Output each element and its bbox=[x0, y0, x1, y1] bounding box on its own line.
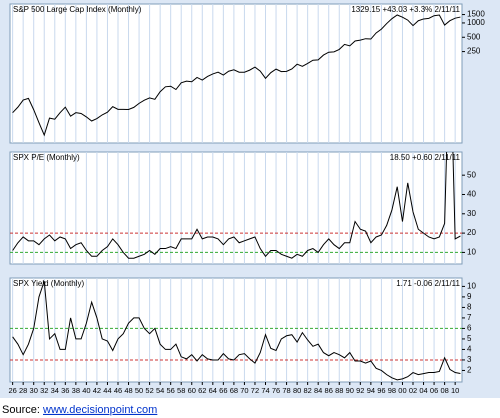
x-tick-label: 82 bbox=[303, 386, 311, 395]
x-tick-label: 88 bbox=[335, 386, 343, 395]
y-tick-label: 20 bbox=[467, 228, 476, 237]
x-tick-label: 56 bbox=[167, 386, 175, 395]
x-tick-label: 66 bbox=[219, 386, 227, 395]
x-tick-label: 94 bbox=[367, 386, 375, 395]
x-tick-label: 30 bbox=[30, 386, 38, 395]
x-tick-label: 80 bbox=[293, 386, 301, 395]
y-tick-label: 3 bbox=[467, 355, 472, 364]
y-tick-label: 500 bbox=[467, 32, 481, 41]
x-tick-label: 42 bbox=[93, 386, 101, 395]
panel-title: S&P 500 Large Cap Index (Monthly) bbox=[13, 5, 142, 14]
x-tick-label: 40 bbox=[82, 386, 90, 395]
x-tick-label: 58 bbox=[177, 386, 185, 395]
x-tick-label: 52 bbox=[145, 386, 153, 395]
source-link[interactable]: www.decisionpoint.com bbox=[42, 404, 157, 416]
panel-annotation: 18.50 +0.60 2/11/11 bbox=[390, 153, 461, 162]
source-label: Source: bbox=[2, 404, 40, 416]
x-tick-label: 04 bbox=[419, 386, 427, 395]
x-tick-label: 46 bbox=[114, 386, 122, 395]
x-tick-label: 36 bbox=[61, 386, 69, 395]
price-line bbox=[12, 152, 461, 259]
x-tick-label: 78 bbox=[282, 386, 290, 395]
x-tick-label: 84 bbox=[314, 386, 322, 395]
x-tick-label: 34 bbox=[51, 386, 59, 395]
x-tick-label: 98 bbox=[388, 386, 396, 395]
x-tick-label: 48 bbox=[124, 386, 132, 395]
x-tick-label: 32 bbox=[40, 386, 48, 395]
x-tick-label: 44 bbox=[103, 386, 111, 395]
y-tick-label: 40 bbox=[467, 190, 476, 199]
panel-title: SPX Yield (Monthly) bbox=[13, 279, 84, 288]
y-tick-label: 10 bbox=[467, 248, 476, 257]
y-tick-label: 1000 bbox=[467, 18, 485, 27]
plot-area bbox=[9, 277, 463, 383]
x-tick-label: 26 bbox=[8, 386, 16, 395]
x-tick-label: 02 bbox=[409, 386, 417, 395]
x-tick-label: 92 bbox=[356, 386, 364, 395]
x-tick-label: 62 bbox=[198, 386, 206, 395]
y-tick-label: 10 bbox=[467, 282, 476, 291]
y-tick-label: 9 bbox=[467, 292, 472, 301]
y-tick-label: 5 bbox=[467, 334, 472, 343]
x-tick-label: 86 bbox=[325, 386, 333, 395]
panel-title: SPX P/E (Monthly) bbox=[13, 153, 80, 162]
y-tick-label: 8 bbox=[467, 303, 472, 312]
x-tick-label: 72 bbox=[251, 386, 259, 395]
x-tick-label: 54 bbox=[156, 386, 164, 395]
x-tick-label: 50 bbox=[135, 386, 143, 395]
y-tick-label: 30 bbox=[467, 209, 476, 218]
x-tick-label: 74 bbox=[261, 386, 269, 395]
x-tick-label: 60 bbox=[188, 386, 196, 395]
plot-area bbox=[9, 151, 463, 265]
x-tick-label: 70 bbox=[240, 386, 248, 395]
y-tick-label: 250 bbox=[467, 47, 481, 56]
x-tick-label: 38 bbox=[72, 386, 80, 395]
plot-area bbox=[9, 3, 463, 144]
y-tick-label: 2 bbox=[467, 366, 472, 375]
x-tick-label: 64 bbox=[209, 386, 217, 395]
y-tick-label: 7 bbox=[467, 313, 472, 322]
x-tick-label: 10 bbox=[451, 386, 459, 395]
x-tick-label: 96 bbox=[377, 386, 385, 395]
x-tick-label: 00 bbox=[398, 386, 406, 395]
y-tick-label: 4 bbox=[467, 345, 472, 354]
x-tick-label: 06 bbox=[430, 386, 438, 395]
x-tick-label: 68 bbox=[230, 386, 238, 395]
y-tick-label: 50 bbox=[467, 170, 476, 179]
x-tick-label: 90 bbox=[346, 386, 354, 395]
panel-annotation: 1.71 -0.06 2/11/11 bbox=[396, 279, 460, 288]
y-tick-label: 6 bbox=[467, 324, 472, 333]
x-tick-label: 28 bbox=[19, 386, 27, 395]
price-line bbox=[12, 280, 461, 381]
panel-annotation: 1329.15 +43.03 +3.3% 2/11/11 bbox=[351, 5, 460, 14]
price-line bbox=[12, 14, 461, 137]
y-tick-label: 1500 bbox=[467, 10, 485, 19]
x-tick-label: 76 bbox=[272, 386, 280, 395]
x-tick-label: 08 bbox=[440, 386, 448, 395]
